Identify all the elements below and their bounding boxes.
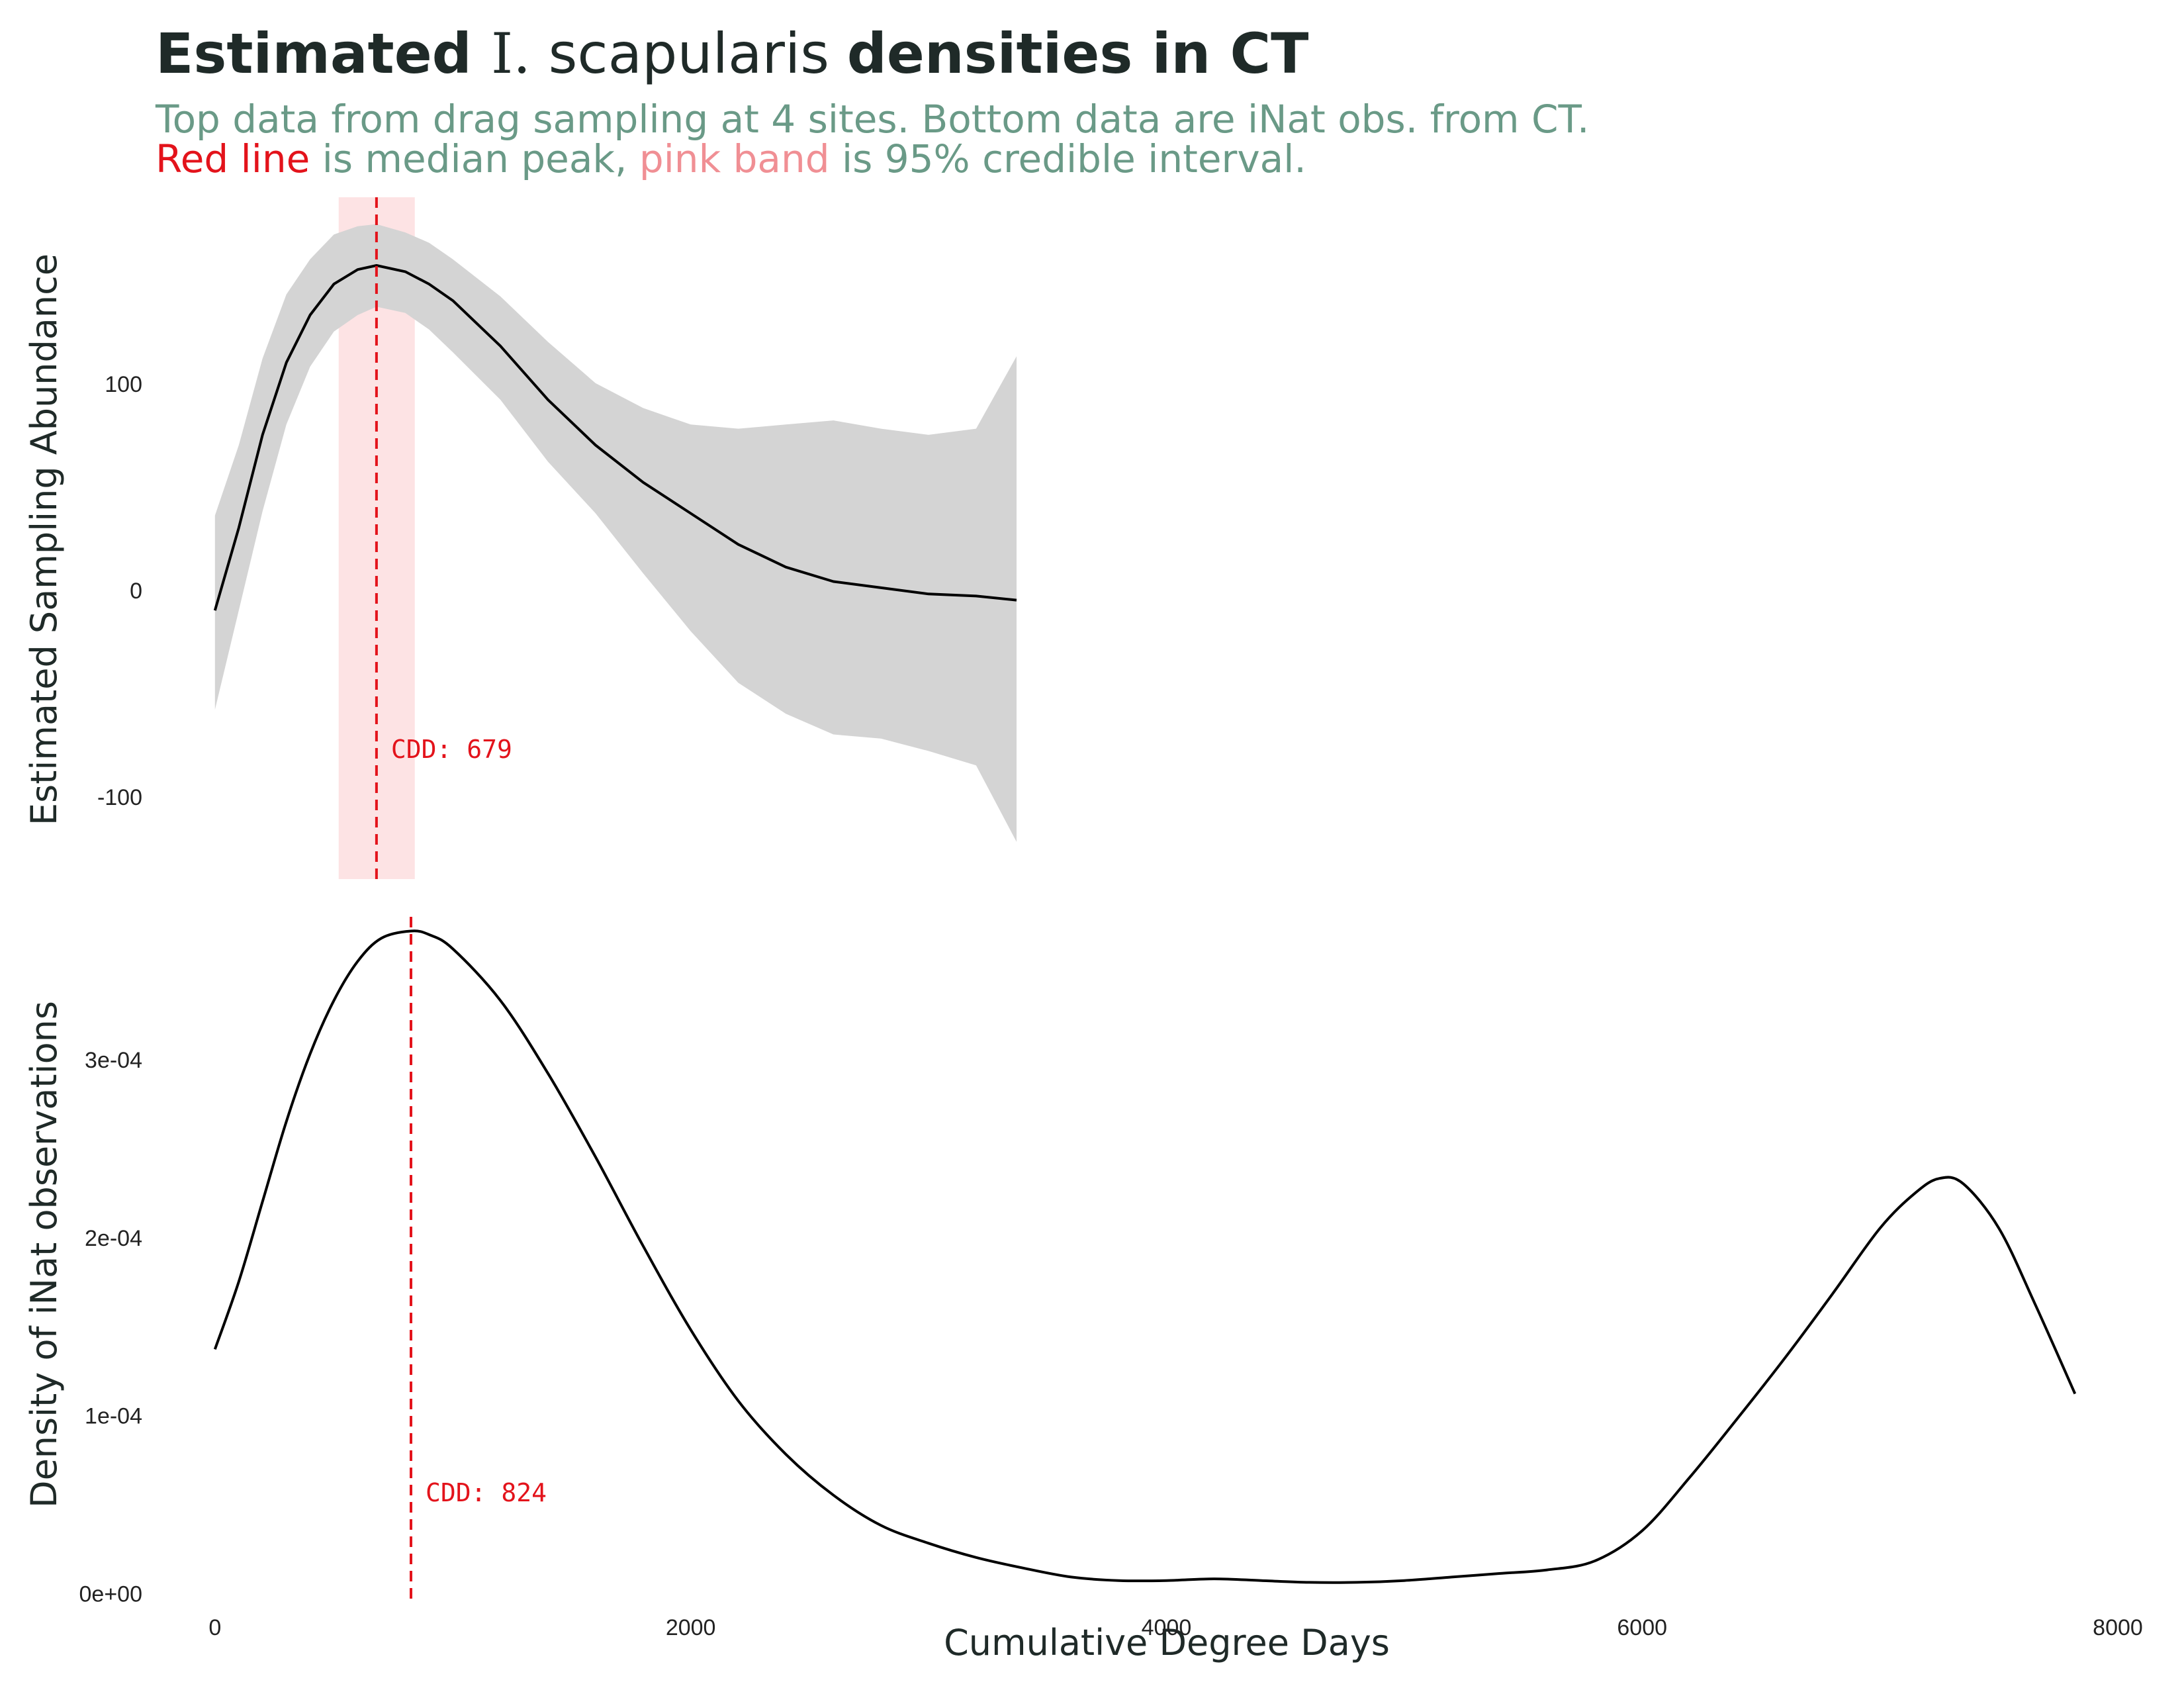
- bottom-y-axis-title: Density of iNat observations: [23, 1001, 65, 1508]
- title-part-3: scapularis: [531, 21, 847, 86]
- x-tick-label: 0: [208, 1615, 221, 1640]
- title-part-2: I.: [491, 21, 531, 86]
- title-part-4: densities in CT: [847, 21, 1309, 86]
- subtitle-line-1: Top data from drag sampling at 4 sites. …: [155, 97, 1589, 142]
- bottom-y-tick-label: 0e+00: [79, 1582, 143, 1607]
- x-axis-title: Cumulative Degree Days: [944, 1622, 1390, 1664]
- top-y-tick-label: -100: [97, 785, 142, 810]
- bottom-y-tick-label: 1e-04: [85, 1404, 142, 1429]
- uncertainty-ribbon: [214, 224, 1017, 842]
- subtitle-line-2: Red line is median peak, pink band is 95…: [156, 136, 1306, 181]
- subtitle-text-a: is median peak,: [310, 136, 639, 181]
- x-tick-label: 4000: [1142, 1615, 1192, 1640]
- top-panel: CDD: 679 -100 0 100: [97, 197, 1017, 879]
- density-peak-annotation: CDD: 824: [426, 1478, 547, 1507]
- density-series-line: [213, 929, 2077, 1584]
- subtitle-text-b: is 95% credible interval.: [830, 136, 1306, 181]
- bottom-panel: CDD: 824 0e+00 1e-04 2e-04 3e-04 0 2000 4000 600…: [79, 917, 2143, 1640]
- subtitle-red-line-label: Red line: [156, 136, 310, 181]
- subtitle-pink-band-label: pink band: [639, 136, 830, 181]
- title-part-1: Estimated: [156, 21, 491, 86]
- bottom-y-tick-label: 2e-04: [85, 1226, 142, 1251]
- x-tick-label: 8000: [2093, 1615, 2143, 1640]
- chart-title: Estimated I. scapularis densities in CT: [156, 21, 1308, 86]
- top-y-axis-title: Estimated Sampling Abundance: [23, 254, 65, 825]
- top-y-tick-label: 0: [130, 579, 142, 604]
- x-tick-label: 2000: [666, 1615, 716, 1640]
- x-tick-label: 6000: [1617, 1615, 1667, 1640]
- top-y-tick-label: 100: [105, 372, 142, 397]
- bottom-y-tick-label: 3e-04: [85, 1048, 142, 1073]
- abundance-series-line: [213, 264, 1017, 611]
- peak-annotation: CDD: 679: [391, 735, 512, 764]
